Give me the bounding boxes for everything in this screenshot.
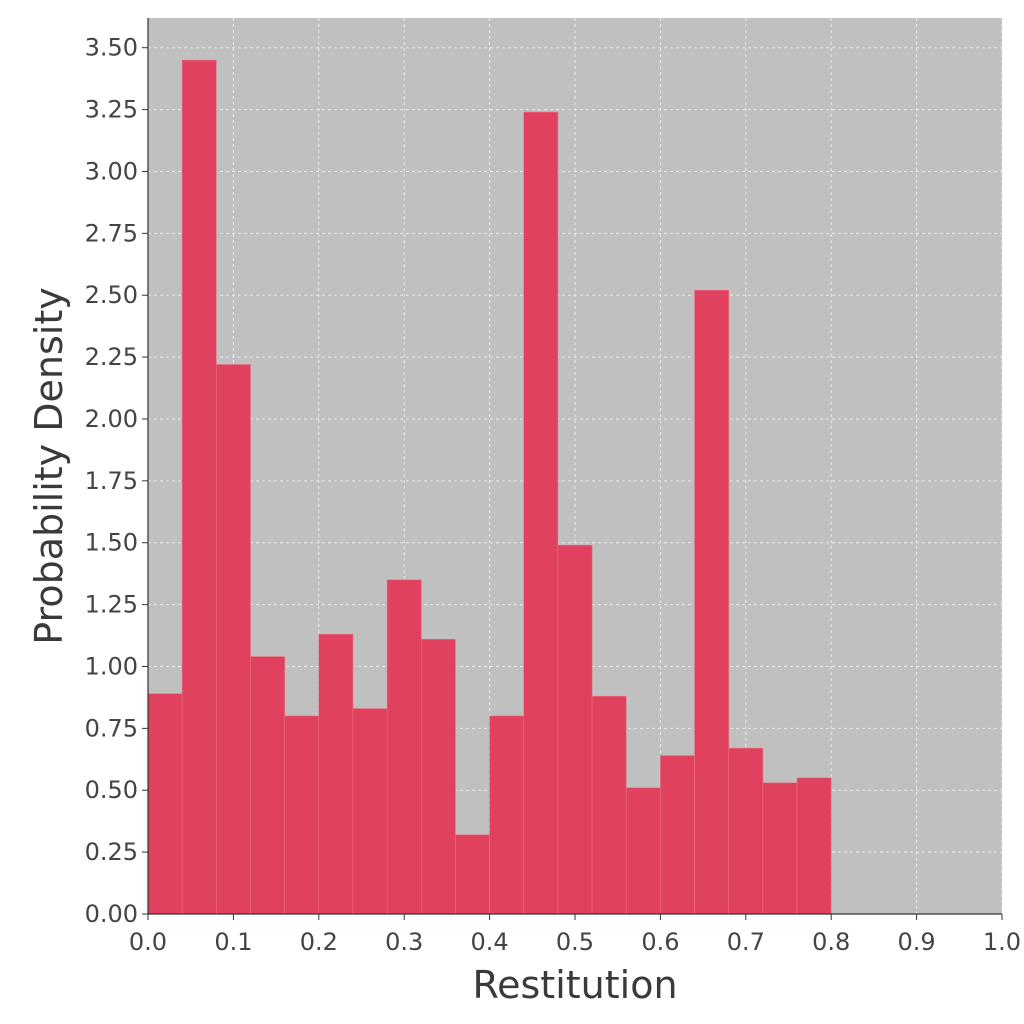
y-tick-labels: 0.00 0.25 0.50 0.75 1.00 1.25 1.50 1.75 2.00 2.25… (85, 34, 148, 928)
y-tick-label: 2.75 (85, 219, 138, 247)
histogram-bar (762, 782, 798, 915)
histogram-bar (250, 656, 285, 915)
x-tick-label: 0.1 (214, 928, 252, 956)
histogram-bar (728, 747, 764, 915)
histogram-bar (557, 544, 593, 915)
x-tick-label: 1.0 (983, 928, 1021, 956)
histogram-bar (216, 364, 251, 915)
histogram-bars (147, 59, 832, 915)
histogram-bar (660, 755, 695, 915)
histogram-bar (420, 638, 456, 915)
y-tick-label: 2.50 (85, 281, 138, 309)
x-tick-label: 0.0 (129, 928, 167, 956)
y-tick-label: 2.00 (85, 405, 138, 433)
y-tick-label: 3.00 (85, 157, 138, 185)
y-tick-label: 0.00 (85, 900, 138, 928)
x-tick-labels: 0.0 0.1 0.2 0.3 0.4 0.5 0.6 0.7 0.8 0.9 1.0 (129, 914, 1021, 956)
histogram-bar (386, 579, 422, 915)
x-tick-label: 0.8 (812, 928, 850, 956)
y-tick-label: 0.75 (85, 714, 138, 742)
y-axis-title: Probability Density (27, 287, 71, 644)
histogram-bar (147, 693, 183, 915)
x-axis-title: Restitution (472, 963, 677, 1007)
y-tick-label: 0.25 (85, 838, 138, 866)
x-tick-label: 0.6 (641, 928, 679, 956)
histogram-bar (181, 59, 217, 915)
y-tick-label: 1.00 (85, 652, 138, 680)
histogram-bar (284, 715, 320, 915)
y-tick-label: 1.75 (85, 467, 138, 495)
x-tick-label: 0.9 (898, 928, 936, 956)
x-tick-label: 0.2 (300, 928, 338, 956)
y-tick-label: 1.50 (85, 529, 138, 557)
histogram-bar (318, 634, 354, 915)
histogram-bar (523, 111, 559, 915)
x-tick-label: 0.4 (471, 928, 509, 956)
x-tick-label: 0.5 (556, 928, 594, 956)
histogram-bar (625, 787, 661, 915)
y-tick-label: 3.50 (85, 34, 138, 62)
y-tick-label: 0.50 (85, 776, 138, 804)
y-tick-label: 3.25 (85, 96, 138, 124)
x-tick-label: 0.3 (385, 928, 423, 956)
x-tick-label: 0.7 (727, 928, 765, 956)
histogram-bar (489, 715, 525, 915)
y-tick-label: 1.25 (85, 591, 138, 619)
histogram-bar (694, 289, 730, 915)
histogram-bar (591, 695, 627, 915)
histogram-bar (796, 777, 832, 915)
y-tick-label: 2.25 (85, 343, 138, 371)
histogram-bar (352, 708, 388, 915)
histogram-bar (455, 834, 490, 915)
